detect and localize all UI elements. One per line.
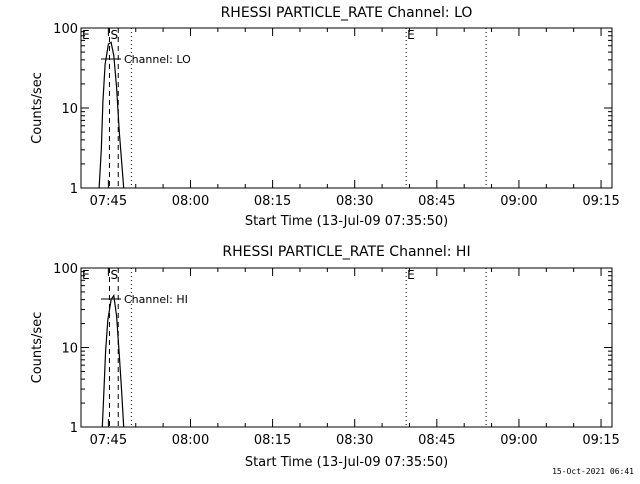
panel-1-event-marker-label: S <box>110 28 118 42</box>
panel-1-y-tick-label: 100 <box>53 22 78 37</box>
panel-1-legend-label: Channel: LO <box>124 53 191 66</box>
plot-timestamp: 15-Oct-2021 06:41 <box>552 467 634 476</box>
panel-1-x-tick-label: 08:00 <box>172 194 209 209</box>
panel-1-x-tick-label: 09:15 <box>582 194 619 209</box>
panel-2-y-axis-label: Counts/sec <box>30 312 45 384</box>
panel-1-event-marker-label: E <box>82 28 90 42</box>
panel-2-legend-label: Channel: HI <box>124 293 188 306</box>
panel-2-x-axis-label: Start Time (13-Jul-09 07:35:50) <box>245 455 448 470</box>
panel-2-y-tick-label: 1 <box>70 421 78 436</box>
panel-2-x-tick-label: 08:00 <box>172 433 209 448</box>
panel-1-x-tick-label: 08:45 <box>418 194 455 209</box>
panel-1-x-tick-label: 07:45 <box>90 194 127 209</box>
panel-2-y-tick-label: 10 <box>61 342 78 357</box>
panel-1-plot-frame <box>80 27 613 189</box>
panel-2-chart-title: RHESSI PARTICLE_RATE Channel: HI <box>222 244 470 260</box>
panel-1-x-axis-label: Start Time (13-Jul-09 07:35:50) <box>245 214 448 229</box>
panel-2-x-tick-label: 08:15 <box>254 433 291 448</box>
panel-2-x-tick-label: 09:15 <box>582 433 619 448</box>
panel-2-event-marker-label: E <box>82 268 90 282</box>
panel-2-x-tick-label: 09:00 <box>500 433 537 448</box>
panel-1-y-tick-label: 1 <box>70 182 78 197</box>
panel-1-y-axis-label: Counts/sec <box>30 72 45 144</box>
panel-2-series-line <box>101 293 125 428</box>
panel-1-event-marker-label: E <box>407 28 415 42</box>
panel-1-chart-title: RHESSI PARTICLE_RATE Channel: LO <box>221 5 473 21</box>
panel-2-x-tick-label: 08:45 <box>418 433 455 448</box>
panel-1-x-tick-label: 08:30 <box>336 194 373 209</box>
panel-1-x-tick-label: 09:00 <box>500 194 537 209</box>
panel-1-y-tick-label: 10 <box>61 102 78 117</box>
panel-2-event-marker-label: S <box>110 268 118 282</box>
panel-2-x-tick-label: 08:30 <box>336 433 373 448</box>
panel-1-x-tick-label: 08:15 <box>254 194 291 209</box>
panel-2-y-tick-label: 100 <box>53 262 78 277</box>
panel-2-plot-frame <box>80 267 613 428</box>
panel-1-series-line <box>98 41 125 189</box>
panel-2-event-marker-label: E <box>407 268 415 282</box>
panel-2-x-tick-label: 07:45 <box>90 433 127 448</box>
